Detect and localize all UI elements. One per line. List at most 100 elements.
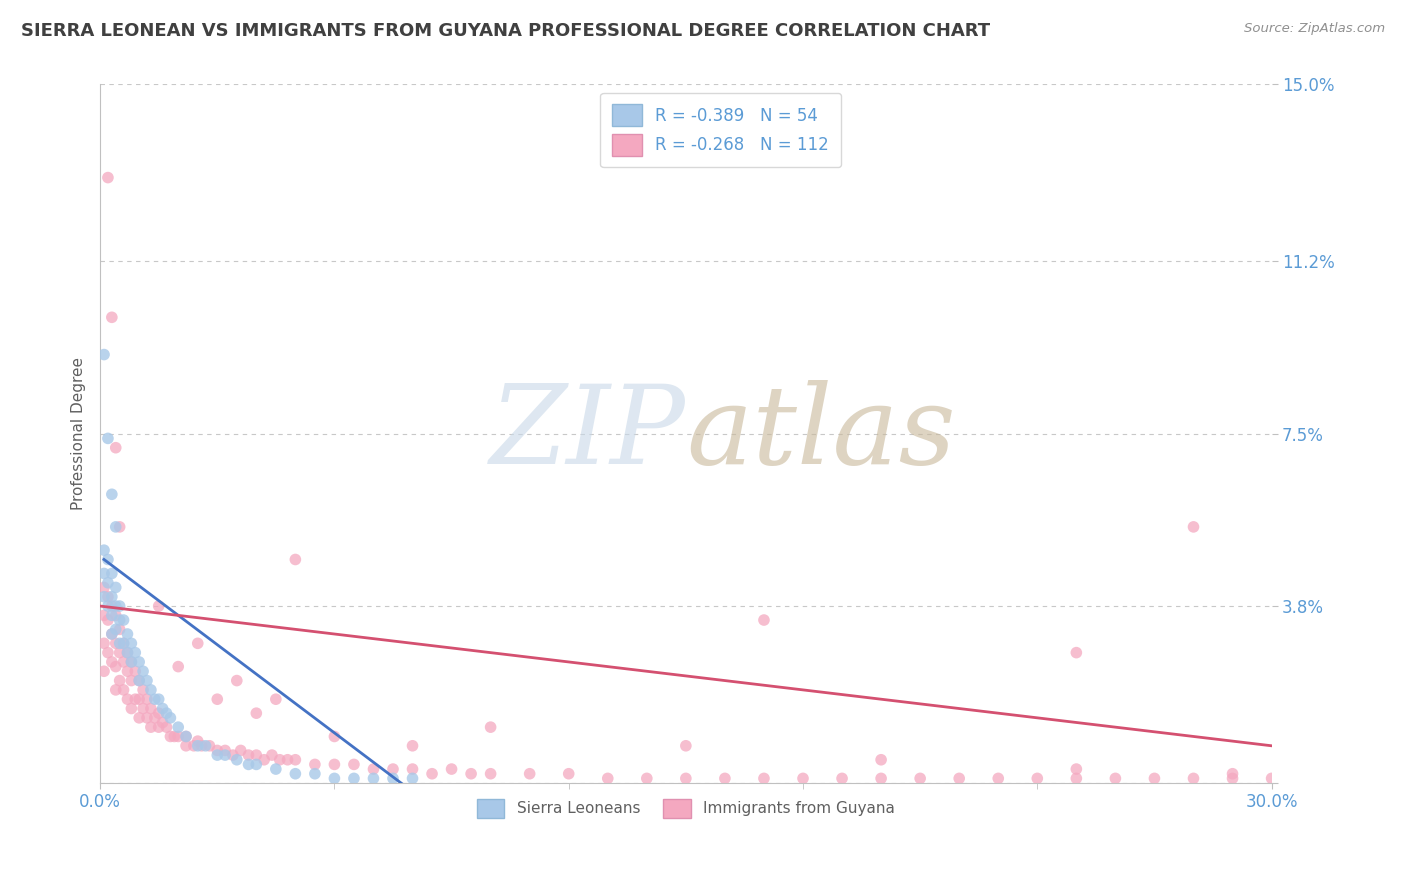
Point — [117, 665, 139, 679]
Point — [323, 730, 346, 744]
Point — [264, 692, 287, 706]
Point — [104, 659, 127, 673]
Point — [167, 720, 190, 734]
Point — [1222, 772, 1244, 786]
Point — [97, 599, 120, 613]
Point — [238, 757, 260, 772]
Point — [183, 739, 205, 753]
Point — [93, 566, 115, 581]
Point — [124, 665, 146, 679]
Point — [128, 655, 150, 669]
Point — [104, 682, 127, 697]
Point — [948, 772, 970, 786]
Point — [304, 766, 326, 780]
Point — [128, 711, 150, 725]
Point — [97, 613, 120, 627]
Point — [139, 682, 162, 697]
Point — [108, 646, 131, 660]
Point — [870, 772, 893, 786]
Point — [139, 701, 162, 715]
Point — [675, 739, 697, 753]
Point — [222, 748, 245, 763]
Point — [207, 748, 229, 763]
Point — [987, 772, 1010, 786]
Point — [382, 772, 405, 786]
Point — [752, 613, 775, 627]
Point — [163, 730, 186, 744]
Text: atlas: atlas — [686, 380, 956, 488]
Point — [136, 711, 159, 725]
Point — [159, 730, 181, 744]
Point — [101, 608, 124, 623]
Point — [159, 711, 181, 725]
Point — [557, 766, 579, 780]
Point — [101, 590, 124, 604]
Point — [187, 636, 209, 650]
Point — [97, 575, 120, 590]
Point — [382, 762, 405, 776]
Point — [155, 720, 177, 734]
Point — [112, 636, 135, 650]
Point — [108, 520, 131, 534]
Point — [1182, 772, 1205, 786]
Point — [363, 772, 385, 786]
Point — [1182, 520, 1205, 534]
Legend: Sierra Leoneans, Immigrants from Guyana: Sierra Leoneans, Immigrants from Guyana — [471, 792, 901, 824]
Point — [260, 748, 283, 763]
Point — [174, 739, 197, 753]
Point — [174, 730, 197, 744]
Point — [148, 692, 170, 706]
Point — [97, 170, 120, 185]
Point — [132, 682, 155, 697]
Point — [93, 581, 115, 595]
Point — [101, 599, 124, 613]
Point — [124, 692, 146, 706]
Point — [323, 772, 346, 786]
Point — [101, 566, 124, 581]
Point — [117, 646, 139, 660]
Point — [120, 636, 142, 650]
Point — [229, 743, 252, 757]
Point — [152, 701, 174, 715]
Point — [104, 623, 127, 637]
Point — [101, 310, 124, 325]
Point — [152, 715, 174, 730]
Point — [108, 673, 131, 688]
Point — [174, 730, 197, 744]
Point — [190, 739, 212, 753]
Point — [519, 766, 541, 780]
Text: Source: ZipAtlas.com: Source: ZipAtlas.com — [1244, 22, 1385, 36]
Point — [269, 753, 291, 767]
Point — [120, 701, 142, 715]
Point — [194, 739, 217, 753]
Point — [97, 590, 120, 604]
Point — [245, 706, 267, 721]
Point — [101, 627, 124, 641]
Point — [277, 753, 299, 767]
Point — [343, 757, 366, 772]
Point — [104, 581, 127, 595]
Point — [304, 757, 326, 772]
Point — [148, 599, 170, 613]
Point — [117, 646, 139, 660]
Point — [1143, 772, 1166, 786]
Point — [214, 743, 236, 757]
Point — [323, 757, 346, 772]
Point — [675, 772, 697, 786]
Point — [238, 748, 260, 763]
Point — [479, 720, 502, 734]
Point — [108, 636, 131, 650]
Point — [112, 682, 135, 697]
Point — [253, 753, 276, 767]
Point — [207, 743, 229, 757]
Point — [1026, 772, 1049, 786]
Point — [1222, 766, 1244, 780]
Point — [214, 748, 236, 763]
Point — [93, 636, 115, 650]
Point — [198, 739, 221, 753]
Point — [596, 772, 619, 786]
Point — [97, 552, 120, 566]
Point — [264, 762, 287, 776]
Point — [714, 772, 737, 786]
Point — [792, 772, 814, 786]
